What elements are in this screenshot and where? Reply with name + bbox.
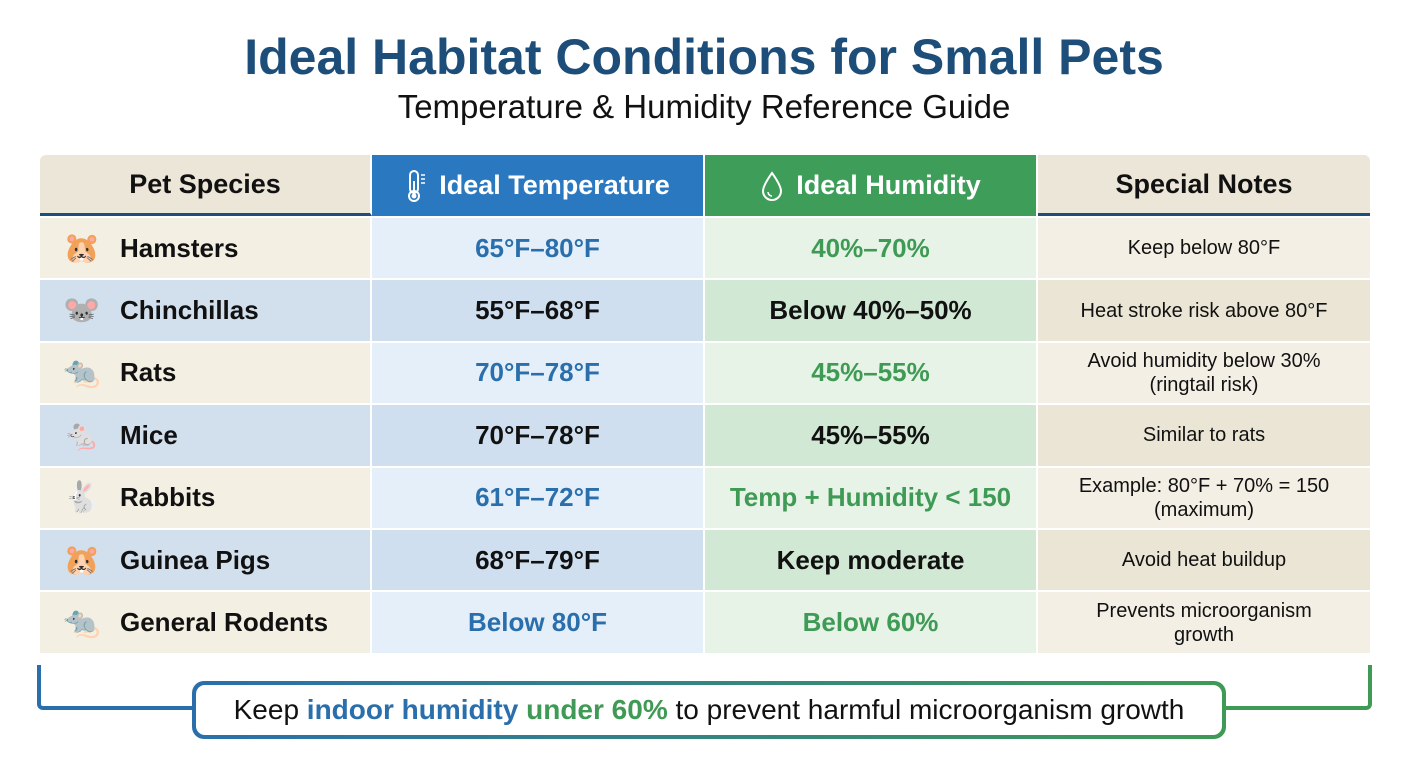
humidity-cell: 45%–55% [705,405,1038,466]
temperature-cell: Below 80°F [372,592,705,653]
temperature-cell: 65°F–80°F [372,218,705,279]
bracket-right [1220,665,1372,710]
notes-text: Avoid humidity below 30% (ringtail risk) [1087,349,1321,396]
rabbit-icon: 🐇 [63,481,101,515]
habitat-table: Pet Species Ideal Temperature Ideal Humi… [40,155,1370,653]
table-row: 🐀 General Rodents Below 80°F Below 60% Pr… [40,590,1370,653]
species-cell: 🐭 Chinchillas [40,280,372,341]
table-row: 🐁 Mice 70°F–78°F 45%–55% Similar to rats [40,403,1370,466]
page-subtitle: Temperature & Humidity Reference Guide [397,88,1011,125]
species-name: Rabbits [120,482,216,513]
species-cell: 🐀 Rats [40,342,372,404]
callout-text: Keep [233,694,307,725]
species-cell: 🐹 Guinea Pigs [40,529,372,591]
humidity-cell: Keep moderate [705,529,1038,591]
rat-icon: 🐀 [63,356,101,390]
table-row: 🐹 Guinea Pigs 68°F–79°F Keep moderate Avo… [40,527,1370,591]
notes-cell: Keep below 80°F [1038,218,1370,279]
chinchilla-icon: 🐭 [63,294,101,328]
species-name: Mice [120,419,178,450]
header-temperature: Ideal Temperature [372,155,705,216]
temperature-cell: 55°F–68°F [372,280,705,341]
header-species: Pet Species [40,155,372,216]
header-humidity: Ideal Humidity [705,155,1038,216]
notes-text: Keep below 80°F [1127,237,1281,260]
hamster-icon: 🐹 [63,231,101,265]
page-title: Ideal Habitat Conditions for Small Pets [244,29,1164,85]
species-name: General Rodents [120,607,329,638]
species-name: Rats [120,357,177,388]
humidity-cell: Temp + Humidity < 150 [705,467,1038,528]
temperature-cell: 70°F–78°F [372,342,705,404]
humidity-cell: 45%–55% [705,342,1038,404]
notes-cell: Example: 80°F + 70% = 150 (maximum) [1038,467,1370,528]
humidity-cell: Below 40%–50% [705,280,1038,341]
notes-text: Prevents microorganism growth [1096,599,1312,646]
species-cell: 🐹 Hamsters [40,218,372,279]
table-header: Pet Species Ideal Temperature Ideal Humi… [40,155,1370,216]
temperature-cell: 68°F–79°F [372,529,705,591]
humidity-callout: Keep indoor humidity under 60% to preven… [192,681,1226,739]
notes-cell: Similar to rats [1038,405,1370,466]
header-temperature-label: Ideal Temperature [439,170,670,200]
temperature-cell: 70°F–78°F [372,405,705,466]
header-notes: Special Notes [1038,155,1370,216]
header-humidity-label: Ideal Humidity [796,170,981,200]
guinea-pig-icon: 🐹 [63,543,101,577]
callout-highlight-green: under 60% [526,694,668,725]
notes-cell: Avoid humidity below 30% (ringtail risk) [1038,342,1370,404]
species-cell: 🐁 Mice [40,405,372,466]
table-row: 🐀 Rats 70°F–78°F 45%–55% Avoid humidity b… [40,340,1370,404]
callout-highlight-blue: indoor humidity [306,694,519,725]
notes-text: Heat stroke risk above 80°F [1080,299,1328,322]
humidity-cell: Below 60% [705,592,1038,653]
notes-cell: Avoid heat buildup [1038,529,1370,591]
species-name: Hamsters [120,232,239,263]
species-name: Guinea Pigs [120,544,271,575]
table-row: 🐇 Rabbits 61°F–72°F Temp + Humidity < 150… [40,465,1370,528]
table-row: 🐭 Chinchillas 55°F–68°F Below 40%–50% Hea… [40,278,1370,341]
bracket-left [37,665,197,710]
notes-text: Avoid heat buildup [1121,549,1287,572]
callout-space [518,694,526,726]
droplet-icon [760,170,784,202]
species-cell: 🐇 Rabbits [40,467,372,528]
table-row: 🐹 Hamsters 65°F–80°F 40%–70% Keep below 8… [40,216,1370,279]
notes-cell: Heat stroke risk above 80°F [1038,280,1370,341]
notes-text: Example: 80°F + 70% = 150 (maximum) [1078,474,1330,521]
species-name: Chinchillas [120,295,259,326]
callout-text-end: to prevent harmful microorganism growth [667,694,1185,725]
rodent-icon: 🐀 [63,606,101,640]
humidity-cell: 40%–70% [705,218,1038,279]
notes-cell: Prevents microorganism growth [1038,592,1370,653]
notes-text: Similar to rats [1142,424,1266,447]
temperature-cell: 61°F–72°F [372,467,705,528]
mouse-icon: 🐁 [63,418,101,452]
species-cell: 🐀 General Rodents [40,592,372,653]
thermometer-icon [405,169,427,203]
